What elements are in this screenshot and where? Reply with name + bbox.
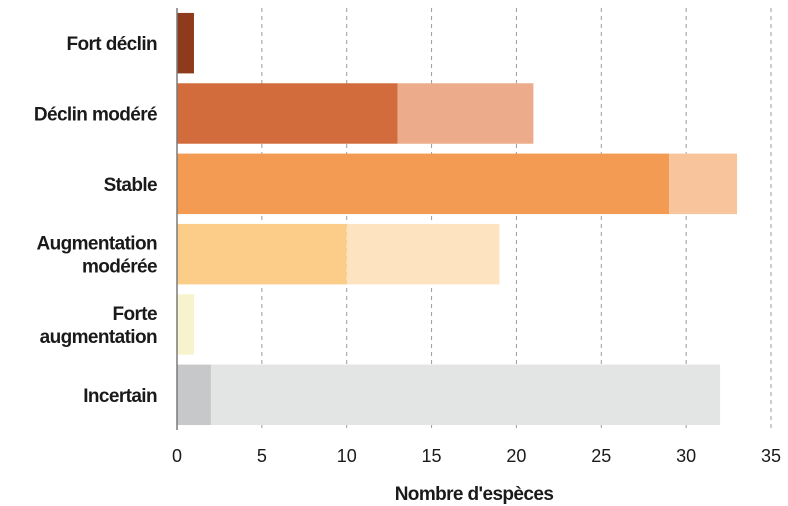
bar-4-segment-1 [177,294,194,355]
bar-3-segment-2 [346,223,500,285]
bar-3-segment-1 [177,223,347,285]
bar-2-segment-1 [177,153,670,215]
category-label-4-line-1: Forte [112,304,157,325]
category-label-5: Incertain [83,386,157,407]
category-label-0: Fort déclin [66,34,157,55]
category-label-1: Déclin modéré [34,105,157,126]
grid-lines [261,8,772,430]
x-axis-title: Nombre d'espèces [395,484,554,505]
x-tick-label-0: 0 [172,446,182,466]
x-tick-label-5: 5 [257,446,267,466]
category-label-4-line-2: augmentation [40,327,157,348]
category-label-3-line-1: Augmentation [36,234,157,255]
bar-5-segment-1 [177,364,211,426]
category-label-2: Stable [104,175,157,196]
bar-2-segment-2 [669,153,738,215]
category-label-3-line-2: modérée [82,257,157,278]
x-tick-label-35: 35 [761,446,781,466]
bars [177,12,738,426]
bar-0-segment-1 [177,12,194,74]
category-labels: Fort déclin Déclin modéré Stable Augmentati… [34,34,158,407]
x-tick-label-30: 30 [676,446,696,466]
bar-1-segment-1 [177,83,398,144]
bar-5-segment-2 [210,364,721,426]
x-tick-label-20: 20 [506,446,526,466]
x-tick-label-25: 25 [591,446,611,466]
x-tick-label-10: 10 [337,446,357,466]
x-tick-labels: 0 5 10 15 20 25 30 35 [172,446,781,466]
bar-1-segment-2 [397,83,534,144]
x-tick-label-15: 15 [422,446,442,466]
